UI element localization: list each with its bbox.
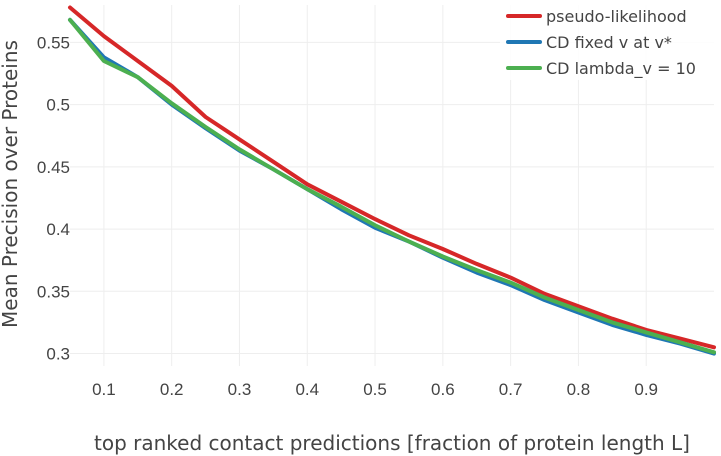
y-tick-label: 0.55 — [37, 33, 70, 52]
x-tick-label: 0.2 — [160, 380, 184, 399]
y-axis-title: Mean Precision over Proteins — [0, 40, 22, 328]
x-tick-label: 0.8 — [567, 380, 591, 399]
grid — [70, 5, 714, 366]
y-tick-label: 0.5 — [46, 96, 70, 115]
series-line-0 — [68, 5, 716, 350]
y-tick-label: 0.3 — [46, 345, 70, 364]
series-line-2 — [68, 17, 716, 355]
x-tick-label: 0.5 — [363, 380, 387, 399]
series-lines — [68, 5, 716, 356]
legend-label: CD fixed v at v* — [546, 33, 672, 52]
y-tick-label: 0.35 — [37, 282, 70, 301]
x-tick-label: 0.4 — [295, 380, 319, 399]
x-tick-label: 0.3 — [228, 380, 252, 399]
y-axis-ticks: 0.3 0.35 0.4 0.45 0.5 0.55 — [37, 33, 70, 363]
x-tick-label: 0.6 — [431, 380, 455, 399]
x-tick-label: 0.9 — [634, 380, 658, 399]
legend: pseudo-likelihood CD fixed v at v* CD lamb… — [500, 2, 718, 80]
y-tick-label: 0.45 — [37, 158, 70, 177]
legend-label: CD lambda_v = 10 — [546, 59, 696, 79]
x-axis-title: top ranked contact predictions [fraction… — [94, 431, 690, 455]
legend-label: pseudo-likelihood — [546, 7, 687, 26]
x-tick-label: 0.1 — [92, 380, 116, 399]
y-tick-label: 0.4 — [46, 220, 70, 239]
x-tick-label: 0.7 — [499, 380, 523, 399]
x-axis-ticks: 0.1 0.2 0.3 0.4 0.5 0.6 0.7 0.8 0.9 — [92, 380, 658, 399]
